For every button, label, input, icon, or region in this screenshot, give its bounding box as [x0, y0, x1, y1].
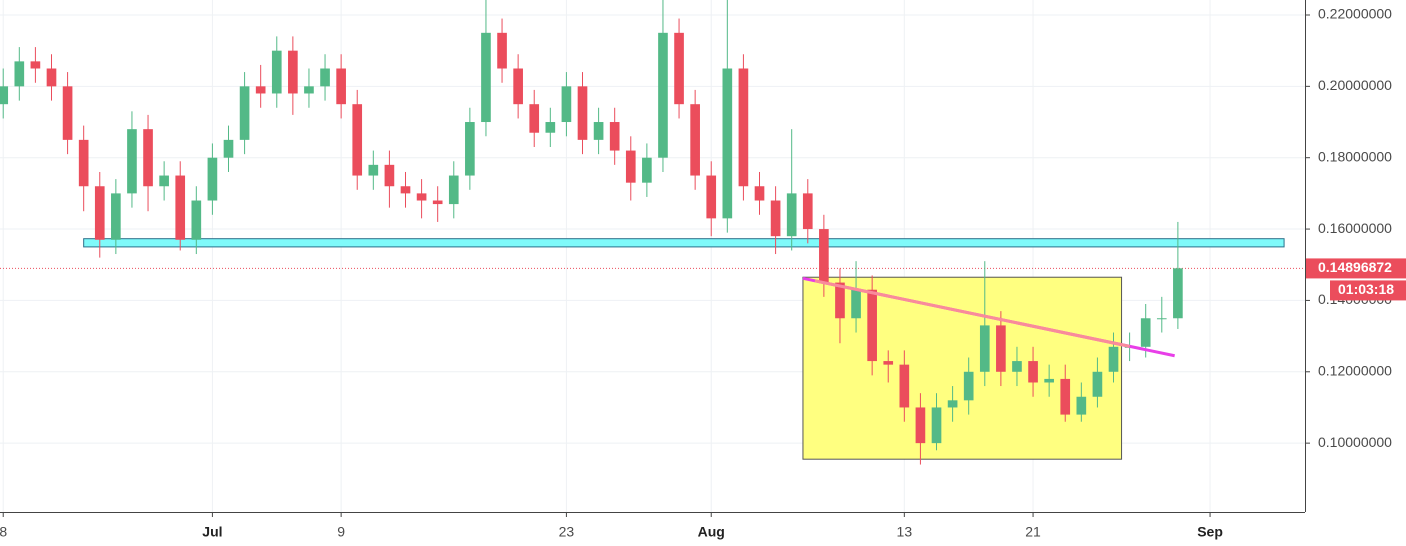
candle-body — [625, 150, 636, 183]
y-tick-label: 0.20000000 — [1318, 77, 1392, 93]
candle-body — [1028, 361, 1038, 383]
candle-body — [223, 139, 234, 158]
candle-body — [770, 200, 781, 237]
neckline-inner — [814, 279, 1130, 348]
candle-body — [690, 104, 700, 176]
candle-body — [979, 325, 990, 372]
countdown: 01:03:18 — [1338, 281, 1394, 297]
candle-body — [143, 129, 153, 187]
candle-body — [288, 50, 298, 94]
x-tick-label: 21 — [1025, 524, 1041, 540]
candle-body — [336, 68, 346, 105]
candle-body — [304, 86, 314, 94]
axes: 0.100000000.120000000.140000000.16000000… — [0, 6, 1406, 540]
candle-body — [915, 407, 926, 444]
candle-body — [255, 86, 266, 94]
candle-body — [0, 86, 9, 105]
candle-body — [802, 193, 813, 230]
candle-body — [416, 193, 427, 201]
countdown-bg — [1330, 280, 1406, 301]
candle-body — [481, 32, 491, 123]
candle-body — [1012, 361, 1022, 372]
candle-body — [867, 289, 877, 362]
candle-body — [963, 371, 974, 401]
candle-body — [207, 157, 218, 201]
candle-body — [883, 361, 894, 365]
support-zone — [83, 238, 1285, 248]
x-tick-label: Aug — [698, 524, 725, 540]
y-tick-label: 0.10000000 — [1318, 434, 1392, 450]
x-tick-label: 13 — [897, 524, 913, 540]
candle-body — [722, 68, 733, 219]
candle-body — [111, 193, 121, 240]
last-price-label-bg — [1306, 258, 1406, 279]
last-price-label: 0.14896872 — [1318, 259, 1392, 275]
candle-body — [819, 229, 829, 283]
pattern-box — [802, 276, 1123, 460]
candle-body — [513, 68, 523, 105]
candle-body — [899, 364, 910, 408]
y-tick-label: 0.12000000 — [1318, 362, 1392, 378]
candle-body — [239, 86, 250, 140]
candle-body — [368, 164, 379, 176]
candle-body — [1060, 378, 1071, 415]
candle-body — [1156, 318, 1167, 320]
candle-body — [384, 164, 395, 187]
candle-body — [46, 68, 57, 87]
candle-body — [1044, 378, 1054, 383]
candle-body — [271, 50, 282, 94]
candle-body — [674, 32, 684, 105]
candle-body — [545, 122, 556, 133]
candle-body — [127, 129, 137, 194]
candle-body — [947, 400, 958, 408]
plot-area — [0, 0, 1305, 465]
x-tick-label: 9 — [337, 524, 345, 540]
candle-body — [754, 186, 765, 201]
candle-body — [642, 157, 652, 183]
candle-body — [706, 175, 717, 219]
candle-body — [561, 86, 572, 123]
candle-body — [609, 122, 620, 151]
candle-body — [78, 139, 89, 187]
candle-body — [851, 289, 861, 319]
candle-body — [1173, 268, 1183, 319]
candle-body — [14, 61, 25, 87]
candle-body — [465, 122, 475, 176]
x-tick-label: 8 — [0, 524, 7, 540]
candle-body — [931, 407, 942, 444]
x-tick-label: Jul — [202, 524, 222, 540]
candle-body — [1140, 318, 1151, 347]
candle-body — [400, 186, 411, 194]
candle-body — [658, 32, 668, 158]
candle-body — [1092, 371, 1103, 397]
candle-body — [94, 186, 105, 240]
x-tick-label: 23 — [559, 524, 575, 540]
candle-body — [191, 200, 202, 240]
candle-body — [497, 32, 507, 69]
candle-body — [529, 104, 540, 133]
candle-body — [159, 175, 169, 187]
candle-body — [738, 68, 749, 187]
candle-body — [352, 104, 363, 176]
candle-body — [996, 325, 1006, 372]
y-tick-label: 0.18000000 — [1318, 148, 1392, 164]
y-tick-label: 0.16000000 — [1318, 220, 1392, 236]
candle-body — [175, 175, 186, 240]
candle-body — [786, 193, 797, 237]
candle-body — [30, 61, 41, 69]
x-tick-label: Sep — [1197, 524, 1223, 540]
candle-body — [1108, 346, 1119, 372]
candle-body — [577, 86, 588, 140]
candle-body — [432, 200, 443, 205]
y-tick-label: 0.22000000 — [1318, 6, 1392, 22]
candle-body — [1076, 396, 1087, 415]
candle-body — [320, 68, 330, 87]
candle-body — [448, 175, 459, 205]
candle-body — [593, 122, 604, 140]
candle-body — [62, 86, 73, 140]
candle-body — [835, 282, 845, 319]
